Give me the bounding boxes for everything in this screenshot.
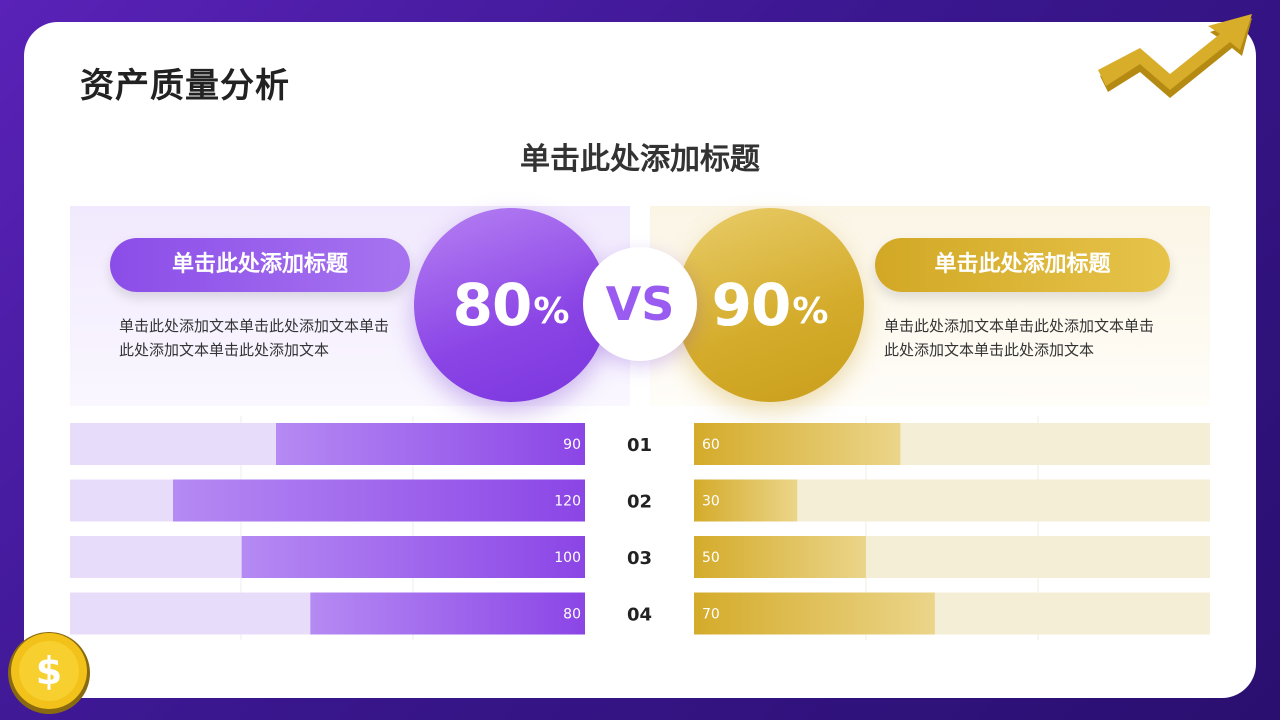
dollar-coin-icon: $ — [8, 632, 90, 714]
right-percent-sign: % — [792, 290, 829, 332]
row-category-label: 02 — [627, 492, 652, 513]
row-category-label: 03 — [627, 548, 652, 569]
row-label-box — [585, 534, 694, 580]
left-bar-value-label: 100 — [554, 550, 581, 566]
row-label-box — [585, 590, 694, 637]
trend-arrow-icon — [1098, 14, 1252, 98]
left-title-pill[interactable]: 单击此处添加标题 — [110, 238, 410, 292]
svg-text:$: $ — [36, 649, 62, 693]
vs-badge: VS — [583, 247, 697, 361]
right-percent-value: 90 — [711, 271, 792, 339]
left-percent-sign: % — [533, 290, 570, 332]
right-description: 单击此处添加文本单击此处添加文本单击此处添加文本单击此处添加文本 — [884, 317, 1155, 359]
row-category-label: 01 — [627, 435, 652, 456]
left-bar — [310, 592, 585, 635]
right-bar — [694, 423, 901, 465]
left-percent-circle: 80% — [414, 208, 608, 402]
left-percent-value: 80 — [452, 271, 533, 339]
left-bar — [173, 479, 585, 522]
left-bar — [276, 423, 585, 465]
section-title: 单击此处添加标题 — [520, 142, 760, 177]
right-bar-value-label: 70 — [702, 607, 720, 623]
row-category-label: 04 — [627, 605, 652, 626]
row-label-box — [585, 421, 694, 467]
right-bar — [694, 479, 798, 522]
right-bar-value-label: 30 — [702, 494, 720, 510]
left-bar-value-label: 90 — [563, 437, 581, 453]
right-bar — [694, 536, 866, 578]
left-description: 单击此处添加文本单击此处添加文本单击此处添加文本单击此处添加文本 — [119, 317, 390, 359]
right-title-pill[interactable]: 单击此处添加标题 — [875, 238, 1170, 292]
page-title: 资产质量分析 — [80, 66, 290, 106]
right-bar — [694, 592, 935, 635]
right-percent-circle: 90% — [676, 208, 864, 402]
left-bar-value-label: 80 — [563, 607, 581, 623]
left-bar — [241, 536, 585, 578]
right-bar-value-label: 50 — [702, 550, 720, 566]
right-bar-value-label: 60 — [702, 437, 720, 453]
row-label-box — [585, 477, 694, 524]
left-bar-value-label: 120 — [554, 494, 581, 510]
